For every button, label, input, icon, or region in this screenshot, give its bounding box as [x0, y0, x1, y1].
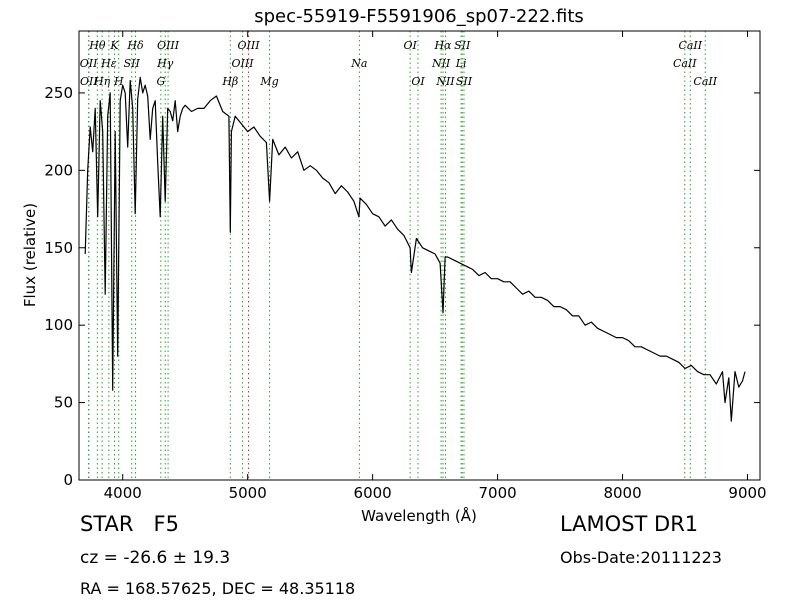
object-subclass: F5 — [153, 512, 179, 536]
spectral-line-label: SII — [456, 75, 473, 88]
spectral-line-label: Na — [350, 57, 367, 70]
chart-title: spec-55919-F5591906_sp07-222.fits — [254, 6, 584, 27]
plot-frame — [78, 30, 761, 481]
spectral-line-markers: OIIOIIHθHηHεKHSIIHδGHγOIIIHβOIIIOIIIMgNa… — [80, 31, 718, 480]
observation-date: Obs-Date:20111223 — [560, 548, 722, 567]
spectral-line-label: Li — [455, 57, 467, 70]
spectral-line-label: Mg — [259, 75, 278, 88]
y-axis-label: Flux (relative) — [21, 203, 39, 307]
survey-name: LAMOST DR1 — [560, 512, 699, 536]
y-tick-label: 150 — [44, 239, 73, 257]
redshift-text: cz = -26.6 ± 19.3 — [80, 548, 231, 568]
spectral-line-label: OII — [80, 75, 98, 88]
spectral-line-label: OIII — [157, 39, 180, 52]
spectral-line-label: OIII — [238, 39, 261, 52]
spectral-line-label: Hε — [100, 57, 117, 70]
y-tick-label: 0 — [63, 471, 73, 489]
y-tick-label: 50 — [54, 394, 73, 412]
y-tick-label: 100 — [44, 316, 73, 334]
spectral-line-label: Hδ — [126, 39, 144, 52]
spectral-line-label: Hγ — [156, 57, 174, 70]
spectral-line-label: NII — [435, 75, 455, 88]
spectral-line-label: G — [156, 75, 165, 88]
spectral-line-label: CaII — [673, 57, 697, 70]
spectral-line-label: CaII — [693, 75, 717, 88]
x-axis-label: Wavelength (Å) — [361, 506, 477, 525]
object-class: STAR — [80, 512, 134, 536]
spectral-line-label: SII — [124, 57, 141, 70]
spectral-line-label: Hθ — [88, 39, 106, 52]
spectral-line-label: NII — [431, 57, 451, 70]
x-tick-label: 6000 — [354, 484, 392, 502]
object-classification: STAR F5 — [80, 512, 179, 536]
y-tick-label: 250 — [44, 84, 73, 102]
spectral-line-label: Hα — [433, 39, 452, 52]
spectral-line-label: OI — [411, 75, 425, 88]
spectral-line-label: OI — [403, 39, 417, 52]
spectral-line-label: K — [109, 39, 119, 52]
x-tick-label: 8000 — [603, 484, 641, 502]
x-tick-label: 4000 — [104, 484, 142, 502]
spectral-line-label: CaII — [678, 39, 702, 52]
spectral-line-label: H — [113, 75, 124, 88]
x-tick-label: 5000 — [229, 484, 267, 502]
axis-ticks: 4000 5000 6000 7000 8000 9000 0 50 100 150 200 250 — [44, 31, 767, 502]
spectrum-line — [84, 76, 746, 422]
spectral-line-label: SII — [454, 39, 471, 52]
spectral-line-label: Hβ — [221, 75, 238, 88]
spectral-line-label: OIII — [232, 57, 255, 70]
coordinates-text: RA = 168.57625, DEC = 48.35118 — [80, 579, 356, 598]
x-tick-label: 7000 — [479, 484, 517, 502]
y-tick-label: 200 — [44, 161, 73, 179]
x-tick-label: 9000 — [728, 484, 766, 502]
spectral-line-label: Hη — [93, 75, 111, 88]
